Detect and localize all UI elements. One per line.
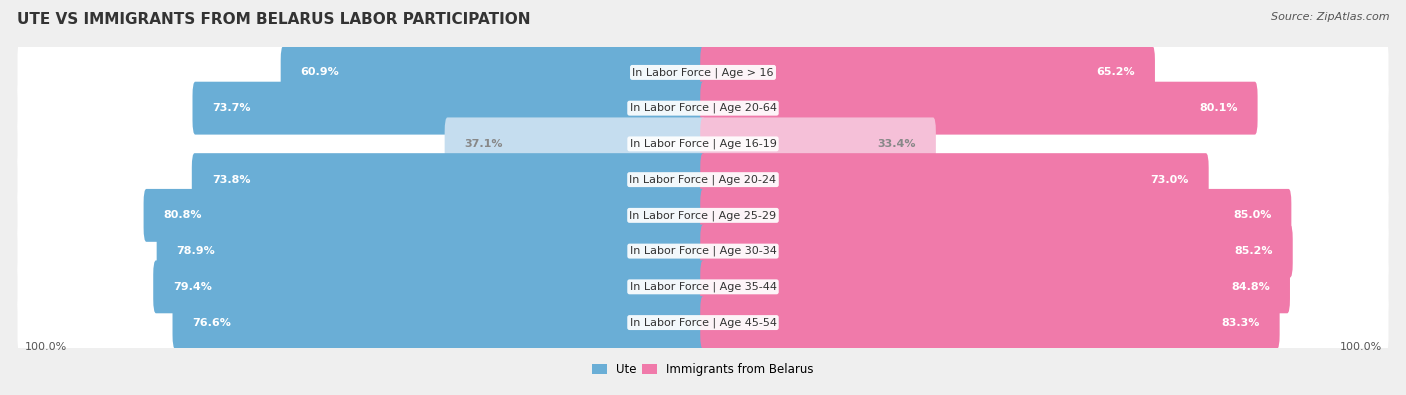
FancyBboxPatch shape [17,40,1389,105]
Text: 65.2%: 65.2% [1097,68,1135,77]
FancyBboxPatch shape [17,183,1389,248]
Text: 85.0%: 85.0% [1233,211,1271,220]
Text: 83.3%: 83.3% [1222,318,1260,327]
Text: In Labor Force | Age 16-19: In Labor Force | Age 16-19 [630,139,776,149]
Text: In Labor Force | Age 45-54: In Labor Force | Age 45-54 [630,317,776,328]
Text: 33.4%: 33.4% [877,139,915,149]
FancyBboxPatch shape [700,296,1279,349]
FancyBboxPatch shape [700,117,936,170]
FancyBboxPatch shape [281,46,706,99]
Text: 100.0%: 100.0% [24,342,66,352]
Text: UTE VS IMMIGRANTS FROM BELARUS LABOR PARTICIPATION: UTE VS IMMIGRANTS FROM BELARUS LABOR PAR… [17,12,530,27]
FancyBboxPatch shape [17,112,1389,176]
FancyBboxPatch shape [444,117,706,170]
FancyBboxPatch shape [700,153,1209,206]
FancyBboxPatch shape [700,46,1154,99]
Text: In Labor Force | Age > 16: In Labor Force | Age > 16 [633,67,773,78]
Text: 73.8%: 73.8% [212,175,250,184]
Text: 73.7%: 73.7% [212,103,252,113]
Text: 85.2%: 85.2% [1234,246,1272,256]
Text: 73.0%: 73.0% [1150,175,1188,184]
Legend: Ute, Immigrants from Belarus: Ute, Immigrants from Belarus [588,358,818,381]
FancyBboxPatch shape [17,255,1389,319]
FancyBboxPatch shape [143,189,706,242]
Text: 60.9%: 60.9% [301,68,339,77]
Text: In Labor Force | Age 20-24: In Labor Force | Age 20-24 [630,174,776,185]
FancyBboxPatch shape [191,153,706,206]
FancyBboxPatch shape [17,147,1389,212]
Text: 100.0%: 100.0% [1340,342,1382,352]
FancyBboxPatch shape [156,225,706,278]
FancyBboxPatch shape [700,82,1257,135]
FancyBboxPatch shape [193,82,706,135]
Text: 80.1%: 80.1% [1199,103,1237,113]
Text: 80.8%: 80.8% [163,211,202,220]
Text: In Labor Force | Age 35-44: In Labor Force | Age 35-44 [630,282,776,292]
Text: 78.9%: 78.9% [177,246,215,256]
Text: 37.1%: 37.1% [464,139,503,149]
Text: In Labor Force | Age 25-29: In Labor Force | Age 25-29 [630,210,776,221]
Text: 79.4%: 79.4% [173,282,212,292]
Text: Source: ZipAtlas.com: Source: ZipAtlas.com [1271,12,1389,22]
Text: 76.6%: 76.6% [193,318,232,327]
FancyBboxPatch shape [153,260,706,313]
FancyBboxPatch shape [173,296,706,349]
FancyBboxPatch shape [17,76,1389,140]
Text: In Labor Force | Age 20-64: In Labor Force | Age 20-64 [630,103,776,113]
FancyBboxPatch shape [17,219,1389,283]
FancyBboxPatch shape [700,189,1291,242]
Text: 84.8%: 84.8% [1232,282,1270,292]
FancyBboxPatch shape [700,225,1292,278]
FancyBboxPatch shape [17,290,1389,355]
Text: In Labor Force | Age 30-34: In Labor Force | Age 30-34 [630,246,776,256]
FancyBboxPatch shape [700,260,1289,313]
